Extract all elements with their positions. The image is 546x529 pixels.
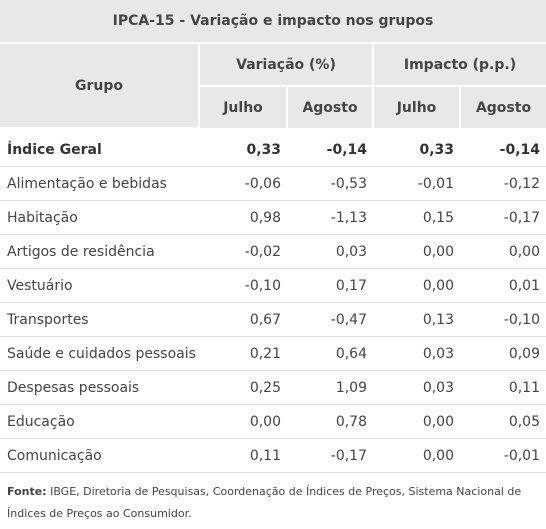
cell-variacao-julho: -0,02	[199, 234, 287, 269]
cell-grupo: Comunicação	[0, 438, 199, 473]
header-grupo: Grupo	[0, 43, 200, 129]
cell-impacto-agosto: -0,12	[460, 166, 546, 201]
cell-impacto-julho: 0,03	[373, 370, 460, 405]
cell-impacto-julho: 0,00	[373, 438, 460, 473]
cell-variacao-julho: 0,98	[199, 200, 287, 235]
cell-grupo: Despesas pessoais	[0, 370, 199, 405]
cell-grupo: Vestuário	[0, 268, 199, 303]
cell-impacto-julho: 0,03	[373, 336, 460, 371]
header-variacao-agosto: Agosto	[287, 86, 374, 128]
table-row: Vestuário -0,10 0,17 0,00 0,01	[0, 268, 546, 303]
cell-impacto-julho: 0,00	[373, 234, 460, 269]
cell-impacto-agosto: 0,00	[460, 234, 546, 269]
cell-variacao-julho: -0,06	[199, 166, 287, 201]
table-row: Habitação 0,98 -1,13 0,15 -0,17	[0, 200, 546, 235]
cell-variacao-agosto: -0,14	[287, 133, 373, 167]
cell-impacto-julho: -0,01	[373, 166, 460, 201]
cell-impacto-julho: 0,33	[373, 133, 460, 167]
table-title: IPCA-15 - Variação e impacto nos grupos	[0, 0, 546, 44]
table-row: Alimentação e bebidas -0,06 -0,53 -0,01 -0,1…	[0, 166, 546, 201]
cell-grupo: Saúde e cuidados pessoais	[0, 336, 199, 371]
header-impacto: Impacto (p.p.)	[373, 43, 546, 87]
cell-impacto-agosto: -0,01	[460, 438, 546, 473]
table-row: Educação 0,00 0,78 0,00 0,05	[0, 404, 546, 439]
cell-variacao-agosto: 0,17	[287, 268, 373, 303]
cell-variacao-julho: 0,00	[199, 404, 287, 439]
cell-variacao-agosto: 0,03	[287, 234, 373, 269]
cell-impacto-julho: 0,00	[373, 268, 460, 303]
header-variacao-julho: Julho	[199, 86, 288, 128]
cell-impacto-julho: 0,13	[373, 302, 460, 337]
cell-grupo: Artigos de residência	[0, 234, 199, 269]
cell-variacao-agosto: 1,09	[287, 370, 373, 405]
source-note: Fonte: IBGE, Diretoria de Pesquisas, Coo…	[7, 481, 539, 525]
cell-grupo: Habitação	[0, 200, 199, 235]
cell-grupo: Educação	[0, 404, 199, 439]
cell-variacao-julho: 0,25	[199, 370, 287, 405]
header-variacao: Variação (%)	[199, 43, 374, 87]
source-label: Fonte:	[7, 485, 47, 498]
cell-variacao-agosto: 0,64	[287, 336, 373, 371]
cell-variacao-julho: 0,33	[199, 133, 287, 167]
cell-impacto-agosto: 0,01	[460, 268, 546, 303]
cell-grupo: Alimentação e bebidas	[0, 166, 199, 201]
cell-impacto-agosto: 0,09	[460, 336, 546, 371]
table-row: Saúde e cuidados pessoais 0,21 0,64 0,03 0,0…	[0, 336, 546, 371]
table-row: Despesas pessoais 0,25 1,09 0,03 0,11	[0, 370, 546, 405]
cell-variacao-julho: 0,67	[199, 302, 287, 337]
cell-impacto-agosto: -0,10	[460, 302, 546, 337]
cell-variacao-agosto: -0,17	[287, 438, 373, 473]
table-row-total: Índice Geral 0,33 -0,14 0,33 -0,14	[0, 133, 546, 167]
cell-impacto-agosto: -0,17	[460, 200, 546, 235]
cell-impacto-julho: 0,00	[373, 404, 460, 439]
cell-variacao-julho: 0,21	[199, 336, 287, 371]
cell-impacto-agosto: -0,14	[460, 133, 546, 167]
cell-variacao-agosto: -0,47	[287, 302, 373, 337]
cell-variacao-julho: 0,11	[199, 438, 287, 473]
cell-impacto-agosto: 0,05	[460, 404, 546, 439]
header-impacto-agosto: Agosto	[460, 86, 546, 128]
ipca-table: IPCA-15 - Variação e impacto nos grupos …	[0, 0, 546, 473]
cell-impacto-agosto: 0,11	[460, 370, 546, 405]
table-row: Comunicação 0,11 -0,17 0,00 -0,01	[0, 438, 546, 473]
cell-grupo: Índice Geral	[0, 133, 199, 167]
table-row: Artigos de residência -0,02 0,03 0,00 0,00	[0, 234, 546, 269]
cell-variacao-agosto: 0,78	[287, 404, 373, 439]
source-text: IBGE, Diretoria de Pesquisas, Coordenaçã…	[7, 485, 522, 520]
cell-impacto-julho: 0,15	[373, 200, 460, 235]
cell-variacao-agosto: -0,53	[287, 166, 373, 201]
table-row: Transportes 0,67 -0,47 0,13 -0,10	[0, 302, 546, 337]
cell-grupo: Transportes	[0, 302, 199, 337]
header-impacto-julho: Julho	[373, 86, 461, 128]
cell-variacao-julho: -0,10	[199, 268, 287, 303]
cell-variacao-agosto: -1,13	[287, 200, 373, 235]
